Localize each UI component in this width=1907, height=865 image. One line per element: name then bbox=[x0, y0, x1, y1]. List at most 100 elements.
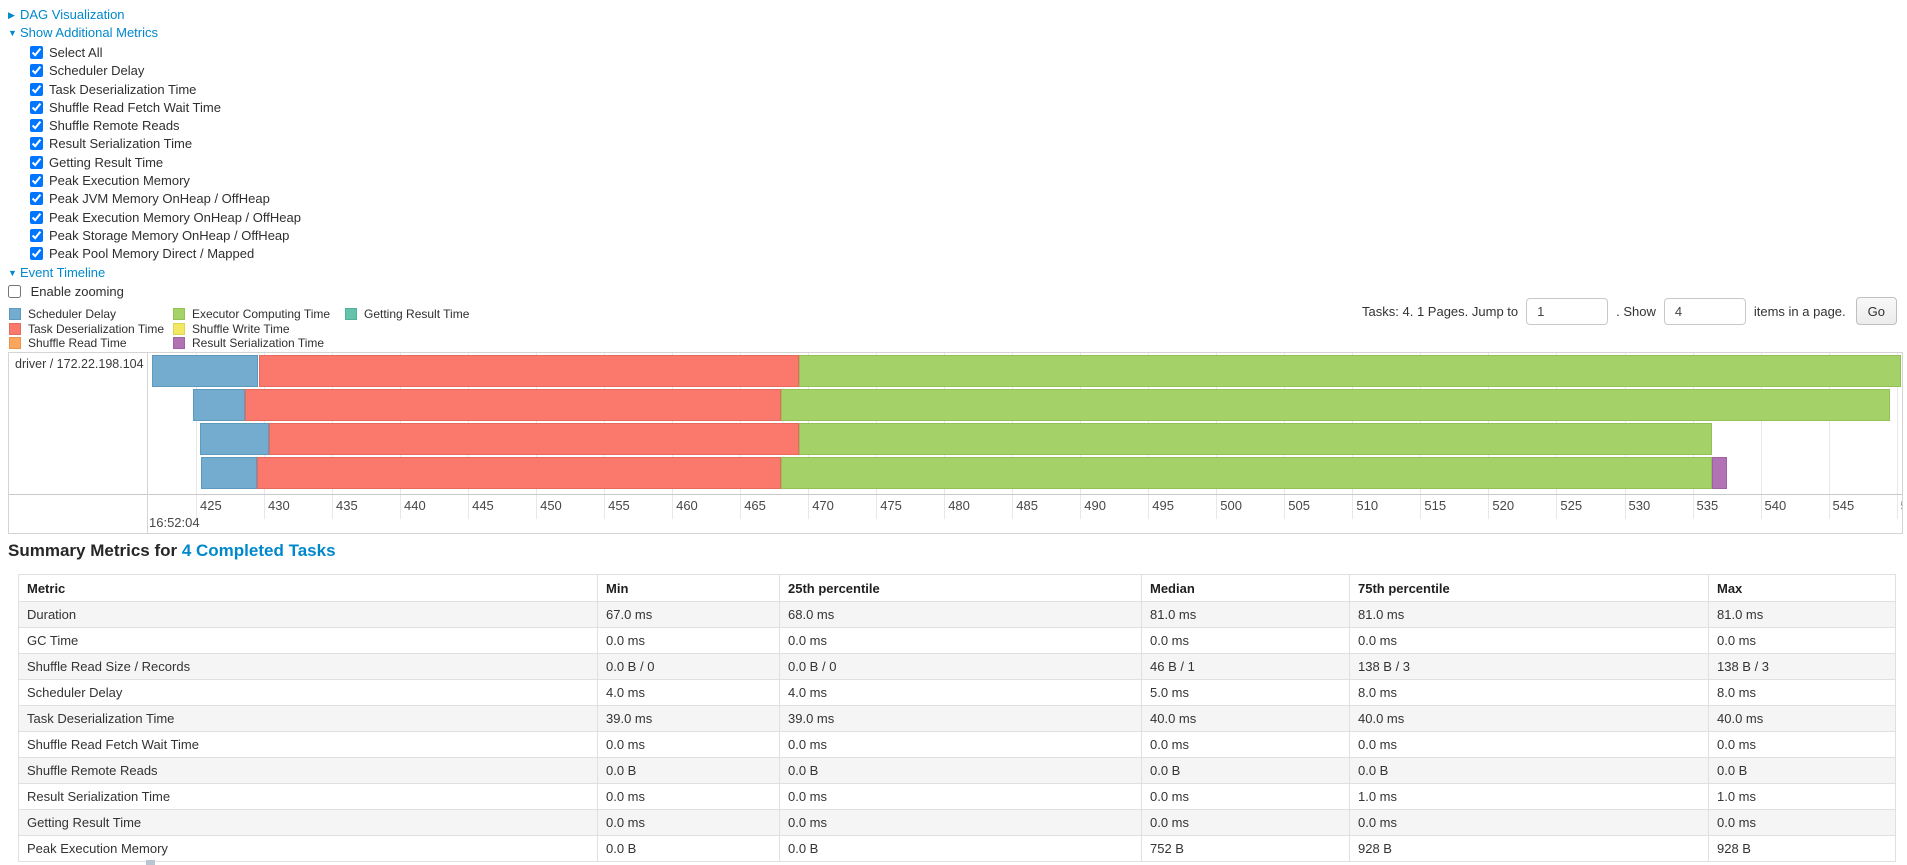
task-4-result-serialization-segment[interactable] bbox=[1711, 457, 1727, 489]
task-3-scheduler-delay-segment[interactable] bbox=[200, 423, 270, 455]
metric-value-cell: 39.0 ms bbox=[779, 705, 1142, 732]
table-header-cell: 25th percentile bbox=[779, 574, 1142, 602]
metric-checkbox[interactable] bbox=[30, 155, 43, 169]
metric-value-cell: 0.0 ms bbox=[1349, 627, 1709, 654]
table-row: Peak Execution Memory 0.0 B 0.0 B 752 B 928 … bbox=[18, 835, 1896, 862]
tick-label: 445 bbox=[472, 498, 494, 513]
table-row: GC Time 0.0 ms 0.0 ms 0.0 ms 0.0 ms 0.0 ms bbox=[18, 627, 1896, 654]
metric-checkbox[interactable] bbox=[30, 100, 43, 114]
task-1-scheduler-delay-segment[interactable] bbox=[152, 355, 259, 387]
go-button[interactable]: Go bbox=[1855, 297, 1897, 325]
tick-label: 440 bbox=[404, 498, 426, 513]
metric-checkbox[interactable] bbox=[30, 247, 43, 261]
task-3-task-deserialization-segment[interactable] bbox=[269, 423, 799, 455]
metric-checkbox-label: Getting Result Time bbox=[49, 154, 164, 170]
metric-checkbox[interactable] bbox=[30, 119, 43, 133]
legend-column: Executor Computing Time Shuffle Write Tim… bbox=[173, 307, 345, 351]
table-row: Getting Result Time 0.0 ms 0.0 ms 0.0 ms 0.0… bbox=[18, 809, 1896, 836]
metric-checkbox-label: Peak Storage Memory OnHeap / OffHeap bbox=[49, 227, 290, 243]
jump-to-page-input[interactable] bbox=[1526, 297, 1609, 325]
completed-tasks-link[interactable]: 4 Completed Tasks bbox=[181, 541, 336, 560]
show-additional-metrics-link[interactable]: Show Additional Metrics bbox=[20, 25, 159, 40]
metric-checkbox[interactable] bbox=[30, 137, 43, 151]
tick-label: 520 bbox=[1492, 498, 1515, 513]
legend-label: Shuffle Write Time bbox=[192, 321, 290, 336]
metric-value-cell: 928 B bbox=[1708, 835, 1896, 862]
task-2-task-deserialization-segment[interactable] bbox=[245, 389, 781, 421]
metric-name-cell: Result Serialization Time bbox=[18, 783, 598, 810]
pagination-mid-text: . Show bbox=[1616, 303, 1656, 319]
stage-controls: ▶ DAG Visualization ▼ Show Additional Metr… bbox=[8, 6, 301, 301]
metric-checkbox[interactable] bbox=[30, 46, 43, 59]
items-per-page-input[interactable] bbox=[1663, 297, 1746, 325]
metric-value-cell: 8.0 ms bbox=[1349, 679, 1709, 706]
tick-label: 485 bbox=[1016, 498, 1038, 513]
tick-label: 500 bbox=[1220, 498, 1242, 513]
metric-name-cell: Getting Result Time bbox=[18, 809, 598, 836]
metric-checkbox[interactable] bbox=[30, 82, 43, 96]
metric-value-cell: 0.0 ms bbox=[779, 809, 1142, 836]
task-3-executor-computing-segment[interactable] bbox=[798, 423, 1712, 455]
tick-label: 525 bbox=[1560, 498, 1583, 513]
executor-group-label: driver / 172.22.198.104 bbox=[15, 357, 144, 371]
metric-value-cell: 5.0 ms bbox=[1141, 679, 1350, 706]
legend-entry: Shuffle Write Time bbox=[173, 322, 345, 337]
dag-visualization-toggle[interactable]: ▶ DAG Visualization bbox=[8, 6, 301, 24]
legend-column: Getting Result Time bbox=[345, 307, 515, 351]
clipped-element bbox=[146, 860, 155, 865]
metric-value-cell: 81.0 ms bbox=[1349, 601, 1709, 628]
metric-checkbox-label: Shuffle Remote Reads bbox=[49, 118, 180, 134]
task-1-task-deserialization-segment[interactable] bbox=[258, 355, 799, 387]
metric-checkbox[interactable] bbox=[30, 174, 43, 188]
enable-zooming-checkbox[interactable] bbox=[8, 284, 21, 298]
group-column-divider bbox=[147, 353, 148, 533]
tick-label: 470 bbox=[812, 498, 834, 513]
metric-value-cell: 138 B / 3 bbox=[1349, 653, 1709, 680]
metric-checkbox[interactable] bbox=[30, 64, 43, 78]
dag-visualization-link[interactable]: DAG Visualization bbox=[20, 7, 125, 22]
event-timeline-link[interactable]: Event Timeline bbox=[20, 264, 106, 280]
metric-value-cell: 0.0 B bbox=[1349, 757, 1709, 784]
metric-value-cell: 81.0 ms bbox=[1141, 601, 1350, 628]
metric-value-cell: 0.0 B bbox=[597, 757, 780, 784]
task-4-task-deserialization-segment[interactable] bbox=[257, 457, 781, 489]
timeline-major-time-label: 16:52:04 bbox=[149, 515, 200, 530]
metric-value-cell: 40.0 ms bbox=[1349, 705, 1709, 732]
tick-label: 505 bbox=[1288, 498, 1310, 513]
task-4-executor-computing-segment[interactable] bbox=[781, 457, 1712, 489]
metric-checkbox-label: Result Serialization Time bbox=[49, 136, 193, 152]
executor-computing-swatch-icon bbox=[173, 308, 185, 321]
task-2-executor-computing-segment[interactable] bbox=[781, 389, 1890, 421]
event-timeline-toggle[interactable]: ▼ Event Timeline bbox=[8, 264, 301, 282]
metric-checkbox-list: Select All Scheduler Delay Task Deserializ… bbox=[30, 44, 301, 264]
getting-result-swatch-icon bbox=[345, 308, 357, 321]
task-pagination: Tasks: 4. 1 Pages. Jump to . Show items … bbox=[1362, 296, 1897, 326]
metric-value-cell: 0.0 B / 0 bbox=[597, 653, 780, 680]
task-2-scheduler-delay-segment[interactable] bbox=[193, 389, 245, 421]
gridline bbox=[1828, 353, 1830, 519]
metric-value-cell: 0.0 B bbox=[779, 757, 1142, 784]
metric-value-cell: 81.0 ms bbox=[1708, 601, 1896, 628]
tick-label: 495 bbox=[1152, 498, 1174, 513]
tick-label: 425 bbox=[200, 498, 222, 513]
metric-checkbox-row: Peak Execution Memory OnHeap / OffHeap bbox=[30, 209, 301, 227]
metric-checkbox-label: Select All bbox=[49, 45, 103, 60]
table-header-cell: Min bbox=[597, 574, 780, 602]
metric-checkbox-row: Peak Execution Memory bbox=[30, 172, 301, 190]
task-4-scheduler-delay-segment[interactable] bbox=[201, 457, 258, 489]
table-header-cell: 75th percentile bbox=[1349, 574, 1709, 602]
metric-checkbox[interactable] bbox=[30, 210, 43, 224]
metric-checkbox[interactable] bbox=[30, 192, 43, 206]
gridline bbox=[1760, 353, 1762, 519]
enable-zooming-row: Enable zooming bbox=[8, 282, 301, 301]
metric-value-cell: 0.0 ms bbox=[1141, 731, 1350, 758]
metric-value-cell: 68.0 ms bbox=[779, 601, 1142, 628]
metric-name-cell: Shuffle Remote Reads bbox=[18, 757, 598, 784]
task-1-executor-computing-segment[interactable] bbox=[798, 355, 1901, 387]
show-additional-metrics-toggle[interactable]: ▼ Show Additional Metrics bbox=[8, 24, 301, 42]
metric-checkbox[interactable] bbox=[30, 228, 43, 242]
metric-value-cell: 0.0 ms bbox=[1141, 809, 1350, 836]
metric-checkbox-label: Peak Pool Memory Direct / Mapped bbox=[49, 246, 255, 262]
gridline bbox=[1896, 353, 1898, 519]
tick-label: 490 bbox=[1084, 498, 1106, 513]
